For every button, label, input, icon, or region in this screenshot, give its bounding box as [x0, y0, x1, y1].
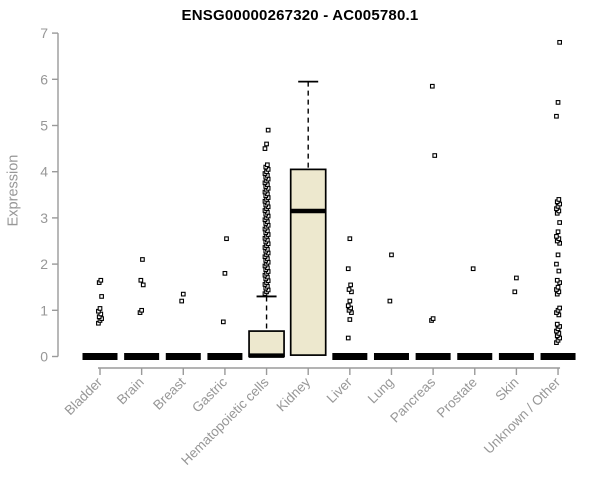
outlier-point	[138, 277, 144, 283]
outlier-point	[140, 282, 146, 288]
collapsed-box	[373, 353, 409, 360]
collapsed-box	[82, 353, 118, 360]
y-tick-label: 2	[40, 256, 48, 272]
outlier-point	[514, 275, 519, 281]
outlier-point	[97, 306, 103, 311]
outlier-point	[265, 127, 271, 133]
outlier-point	[555, 252, 561, 258]
x-category-label: Liver	[324, 374, 356, 406]
y-tick-label: 7	[40, 25, 48, 41]
outlier-point	[556, 268, 562, 274]
outlier-point	[347, 298, 353, 304]
outlier-point	[557, 220, 562, 225]
collapsed-box	[332, 353, 368, 360]
outlier-point	[262, 146, 268, 151]
y-tick-label: 6	[40, 71, 48, 87]
outlier-point	[430, 316, 436, 321]
y-tick-label: 5	[40, 118, 48, 134]
collapsed-box	[124, 353, 160, 360]
outlier-point	[554, 277, 560, 283]
outlier-point	[512, 289, 518, 295]
outlier-point	[555, 100, 561, 105]
box	[289, 168, 327, 356]
collapsed-box	[207, 353, 243, 360]
outlier-point	[139, 307, 144, 313]
x-category-label: Brain	[114, 375, 147, 408]
y-tick-label: 1	[40, 302, 48, 318]
outlier-point	[555, 284, 561, 290]
outlier-point	[347, 317, 353, 322]
collapsed-box	[540, 353, 576, 360]
outlier-point	[345, 266, 351, 272]
x-category-label: Kidney	[274, 374, 314, 414]
outlier-point	[345, 335, 351, 341]
outlier-point	[389, 252, 394, 258]
outlier-point	[140, 257, 145, 262]
x-category-label: Lung	[365, 375, 397, 407]
outlier-point	[346, 287, 352, 292]
y-axis-label: Expression	[5, 154, 22, 227]
x-category-label: Skin	[492, 375, 521, 404]
outlier-point	[557, 39, 562, 45]
outlier-point	[432, 153, 438, 158]
outlier-point	[554, 261, 559, 267]
collapsed-box	[457, 353, 493, 360]
outlier-point	[387, 298, 393, 304]
collapsed-box	[498, 353, 534, 360]
outlier-point	[555, 229, 561, 235]
outlier-point	[180, 291, 186, 297]
outlier-point	[220, 319, 226, 325]
y-tick-label: 4	[40, 164, 48, 180]
outlier-point	[470, 266, 476, 272]
outlier-point	[554, 234, 559, 239]
chart-title: ENSG00000267320 - AC005780.1	[181, 7, 419, 24]
outlier-point	[557, 305, 562, 311]
x-category-label: Breast	[150, 374, 188, 412]
outlier-point	[98, 277, 104, 283]
outlier-point	[347, 236, 353, 242]
outlier-point	[556, 197, 562, 202]
x-category-label: Unknown / Other	[481, 374, 564, 457]
outlier-point	[99, 294, 104, 299]
outlier-point	[179, 298, 185, 304]
outlier-point	[348, 282, 353, 288]
outlier-point	[429, 83, 435, 89]
y-tick-label: 0	[40, 349, 48, 365]
outlier-point	[265, 162, 270, 168]
box	[248, 330, 285, 358]
x-category-label: Bladder	[62, 374, 106, 418]
y-tick-label: 3	[40, 210, 48, 226]
x-category-label: Gastric	[189, 374, 230, 415]
outlier-point	[224, 236, 229, 242]
outlier-point	[554, 321, 560, 327]
x-category-label: Pancreas	[387, 374, 438, 425]
x-category-label: Prostate	[434, 375, 480, 421]
outlier-point	[264, 141, 269, 147]
outlier-point	[345, 303, 351, 309]
collapsed-box	[415, 353, 451, 360]
collapsed-box	[165, 353, 201, 360]
outlier-point	[98, 311, 104, 317]
outlier-point	[554, 113, 559, 119]
outlier-point	[222, 270, 228, 276]
